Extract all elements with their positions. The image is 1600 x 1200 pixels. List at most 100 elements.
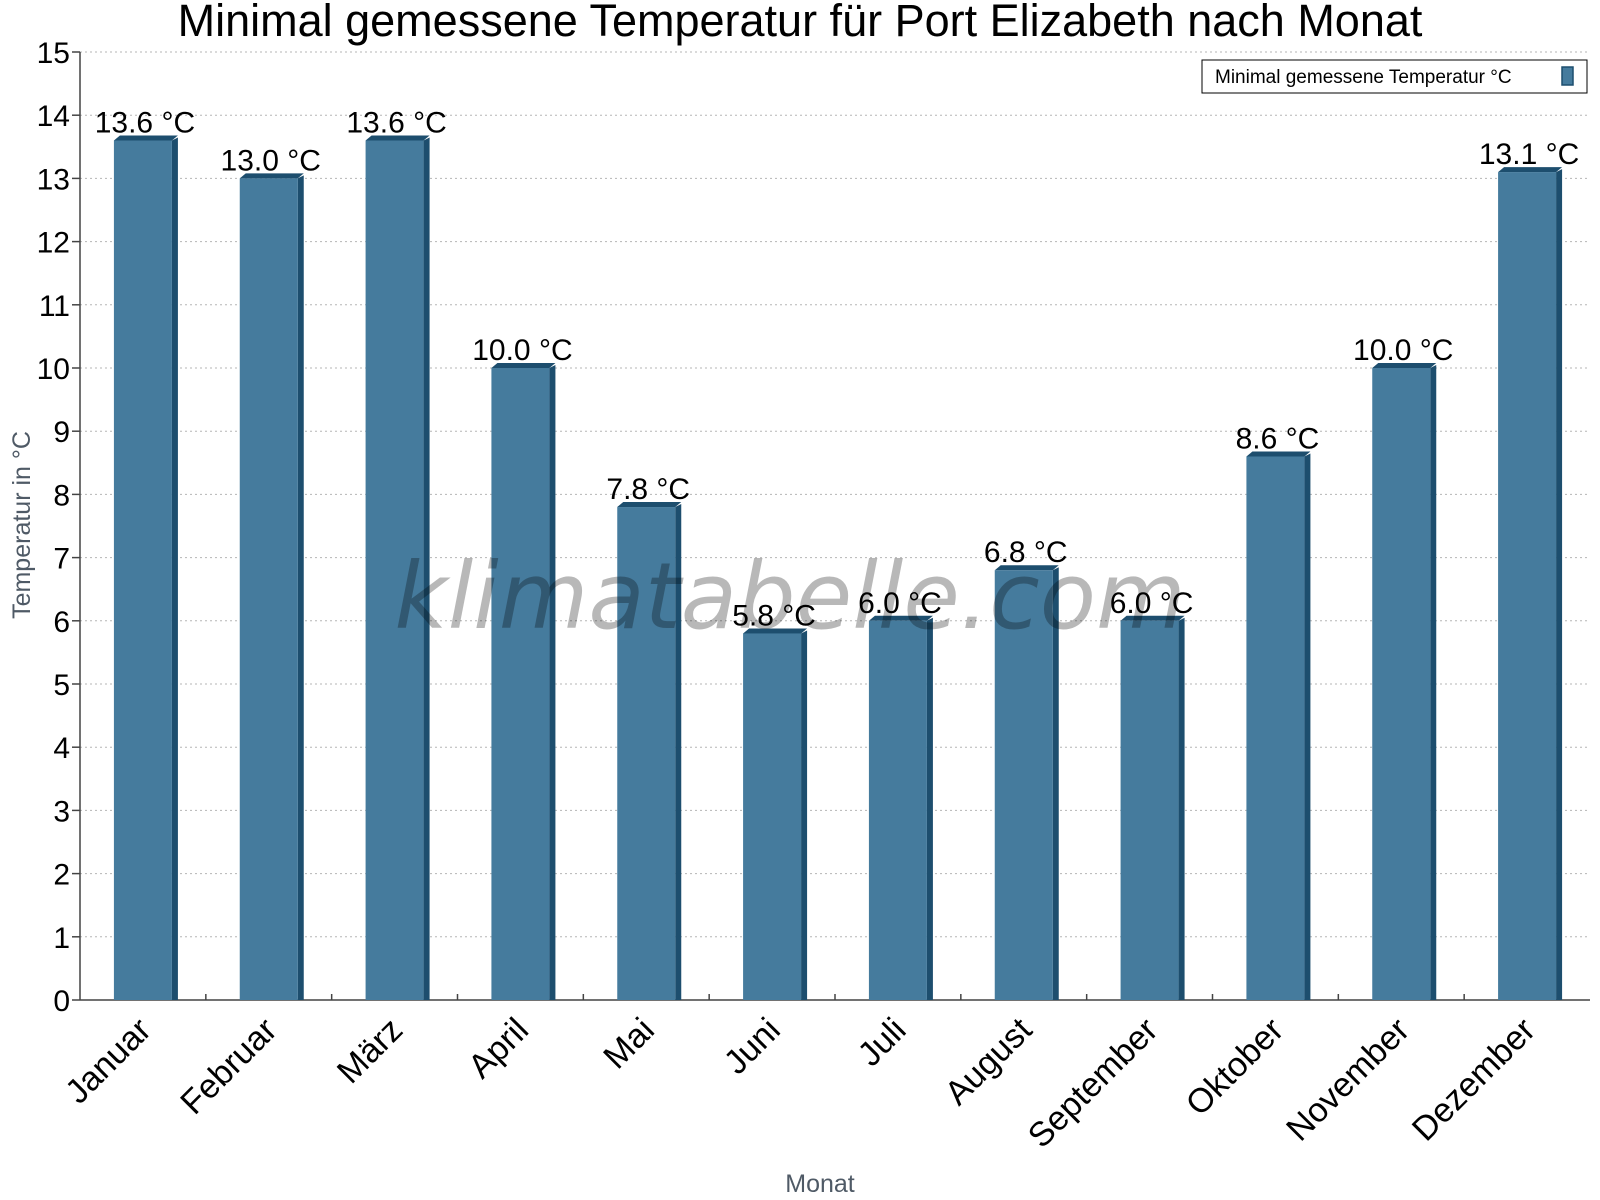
bar-top [1246,451,1311,457]
bar [1120,615,1185,1000]
bars [113,135,1563,1001]
bar-face [1372,368,1431,1000]
y-tick-label: 11 [39,290,70,323]
bar-top [491,363,556,368]
x-tick-label: April [461,1011,536,1086]
bar-top [1120,615,1185,621]
y-tick-label: 8 [53,479,70,512]
x-tick-label: November [1279,1011,1417,1149]
y-tick-label: 9 [53,416,70,449]
data-label: 13.6 °C [346,106,446,139]
x-tick-label: Februar [173,1011,284,1122]
x-tick-label: Juni [717,1011,788,1082]
bar [1246,451,1311,1001]
bar-face [239,178,298,1000]
bar [491,363,556,1000]
legend-label: Minimal gemessene Temperatur °C [1215,67,1512,88]
y-tick-label: 4 [53,732,70,765]
bar-face [365,140,424,1001]
bar-top [743,628,808,634]
y-tick-label: 2 [53,859,70,892]
y-tick-label: 5 [53,669,70,702]
bar-face [868,620,927,1000]
bar-side [926,617,933,1000]
y-tick-label: 15 [37,37,70,70]
data-label: 6.0 °C [858,587,942,620]
legend-box [1201,59,1588,94]
bar [1372,363,1437,1000]
bar-top [239,173,304,179]
x-tick-label: Dezember [1405,1011,1543,1149]
bar-face [1498,172,1557,1000]
bar-side [549,365,556,1000]
bar-top [113,135,178,141]
bar-face [994,570,1053,1000]
data-label: 13.6 °C [95,106,195,139]
bar-face [617,507,676,1000]
y-tick-label: 13 [37,163,70,196]
bar-side [1178,617,1185,1000]
legend-swatch [1561,66,1574,86]
data-label: 10.0 °C [1353,334,1453,367]
x-tick-label: März [330,1011,410,1091]
bar-top [1372,363,1437,368]
bar-side [1052,567,1059,1000]
bar-top [365,135,430,141]
bar-top [617,502,682,508]
data-label: 5.8 °C [732,599,816,632]
data-label: 13.1 °C [1479,138,1579,171]
y-tick-label: 0 [53,985,70,1018]
data-label: 8.6 °C [1236,422,1320,455]
bar-face [743,633,802,1000]
bar-side [171,137,178,1001]
data-labels: 13.6 °C 13.0 °C 13.6 °C 10.0 °C 7.8 °C 5.8 °C… [95,106,1580,632]
y-axis-title: Temperatur in °C [8,431,36,619]
bar-side [1304,453,1311,1001]
bar [994,565,1059,1000]
bar-side [675,504,682,1000]
bar-face [491,368,550,1000]
bar [743,628,808,1000]
bar [617,502,682,1000]
watermark: klimatabelle.com [394,543,1185,650]
bar [239,173,304,1000]
x-axis-title: Monat [785,1170,855,1198]
x-tick-labels: Januar Februar März April Mai Juni Juli AugustS… [58,1010,1543,1155]
bar-face [1120,620,1179,1000]
bar [868,615,933,1000]
y-tick-label: 7 [53,543,70,576]
y-tick-label: 1 [53,922,70,955]
data-label: 7.8 °C [606,473,690,506]
bar-side [423,137,430,1001]
x-tick-label: Januar [58,1011,158,1111]
x-tick-label: Mai [596,1011,662,1077]
bar [365,135,430,1001]
grid-lines [80,51,1590,938]
bar-top [1498,167,1563,173]
data-label: 13.0 °C [221,144,321,177]
y-tick-label: 12 [37,227,70,260]
x-tick-label: Oktober [1179,1011,1291,1123]
data-label: 6.0 °C [1110,587,1194,620]
bar [1498,167,1563,1000]
bar-top [868,615,933,621]
data-label: 10.0 °C [472,334,572,367]
x-tick-label: Juli [851,1011,914,1074]
y-tick-label: 14 [37,100,70,133]
y-tick-label: 3 [53,795,70,828]
bar-side [1430,365,1437,1000]
bar-face [113,140,172,1001]
bar-face [1246,456,1305,1001]
axes [72,51,1590,1001]
bar [113,135,178,1001]
chart-title: Minimal gemessene Temperatur für Port El… [178,0,1423,46]
x-tick-label: August [938,1010,1040,1112]
bar-top [994,565,1059,571]
y-tick-label: 10 [37,353,70,386]
bar-side [1556,169,1563,1000]
y-tick-label: 6 [53,606,70,639]
x-tick-label: September [1021,1011,1165,1155]
data-label: 6.8 °C [984,536,1068,569]
